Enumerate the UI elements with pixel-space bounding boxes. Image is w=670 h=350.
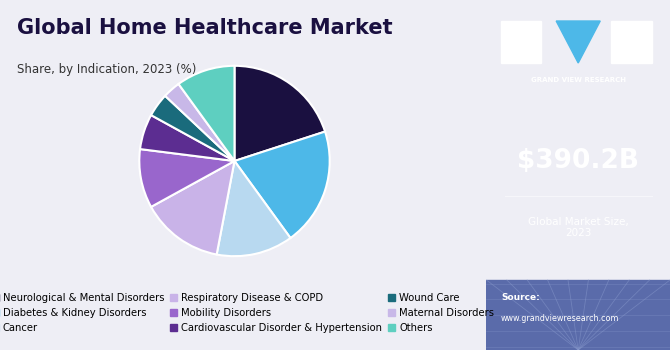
Text: Global Market Size,
2023: Global Market Size, 2023 (528, 217, 628, 238)
Text: Global Home Healthcare Market: Global Home Healthcare Market (17, 18, 393, 37)
Text: www.grandviewresearch.com: www.grandviewresearch.com (501, 314, 620, 323)
Wedge shape (140, 115, 234, 161)
Wedge shape (234, 66, 325, 161)
Wedge shape (216, 161, 291, 256)
Text: GRAND VIEW RESEARCH: GRAND VIEW RESEARCH (531, 77, 626, 84)
Polygon shape (556, 21, 600, 63)
Wedge shape (139, 149, 234, 207)
Text: $390.2B: $390.2B (517, 148, 639, 174)
Text: Source:: Source: (501, 293, 540, 302)
Legend: Neurological & Mental Disorders, Diabetes & Kidney Disorders, Cancer, Respirator: Neurological & Mental Disorders, Diabete… (0, 289, 498, 337)
Text: Share, by Indication, 2023 (%): Share, by Indication, 2023 (%) (17, 63, 196, 76)
Wedge shape (234, 132, 330, 238)
Bar (611, 21, 652, 63)
Bar (501, 21, 541, 63)
Wedge shape (151, 96, 234, 161)
Bar (486, 280, 670, 350)
Wedge shape (178, 66, 234, 161)
Wedge shape (165, 84, 234, 161)
Wedge shape (151, 161, 234, 254)
